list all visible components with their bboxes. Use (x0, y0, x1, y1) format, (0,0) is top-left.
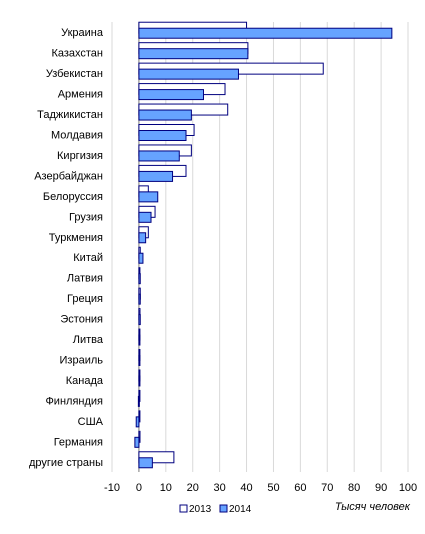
bar-2014 (138, 109, 192, 121)
x-tick-labels: -10 0 10 20 30 40 50 60 70 80 90 100 (104, 482, 417, 494)
category-label: Эстония (60, 314, 103, 326)
legend-swatch (179, 504, 188, 513)
category-label: Киргизия (57, 150, 103, 162)
bar-2014 (138, 457, 153, 469)
legend-label: 2014 (229, 504, 252, 515)
bar-2014 (138, 211, 152, 223)
bar-2014 (138, 273, 141, 285)
x-tick-label: 30 (214, 482, 226, 494)
x-tick-label: 20 (187, 482, 199, 494)
x-tick-label: 60 (294, 482, 306, 494)
x-tick-label: 10 (160, 482, 172, 494)
x-tick-label: 90 (375, 482, 387, 494)
x-tick-label: 70 (321, 482, 333, 494)
category-label: Молдавия (51, 130, 103, 142)
x-axis-label: Тысяч человек (335, 501, 411, 513)
bar-2014 (138, 334, 141, 346)
bar-2014 (138, 252, 144, 264)
bar-2014 (138, 89, 204, 101)
category-label: Грузия (69, 211, 103, 223)
category-label: Украина (61, 27, 104, 39)
category-label: Туркмения (49, 232, 103, 244)
category-label: Израиль (60, 355, 104, 367)
category-label: США (78, 416, 104, 428)
category-label: другие страны (29, 457, 103, 469)
legend: 2013 2014 (179, 504, 252, 515)
category-label: Белоруссия (43, 191, 103, 203)
bar-2014 (138, 355, 141, 366)
category-label: Казахстан (51, 48, 103, 60)
bar-2014 (138, 48, 249, 60)
category-label: Канада (66, 375, 104, 387)
bar-2014 (138, 232, 147, 244)
category-label: Таджикистан (37, 109, 103, 121)
bar-2014 (138, 375, 141, 387)
bar-2014 (138, 130, 187, 141)
category-label: Узбекистан (46, 68, 103, 80)
category-label: Латвия (67, 273, 103, 285)
legend-label: 2013 (189, 504, 212, 515)
bar-2014 (138, 314, 141, 326)
bar-2014 (138, 27, 393, 39)
category-label: Азербайджан (34, 170, 103, 182)
category-label: Китай (73, 252, 103, 264)
category-label: Армения (58, 89, 103, 101)
x-tick-label: 80 (348, 482, 360, 494)
bar-2014 (134, 436, 140, 448)
category-labels: Украина Казахстан Узбекистан Армения Таджики… (29, 27, 104, 469)
category-label: Литва (73, 334, 104, 346)
bar-2014 (138, 170, 174, 182)
bars (134, 21, 393, 469)
x-tick-label: 100 (399, 482, 417, 494)
bar-2014 (138, 150, 180, 162)
x-tick-label: 40 (240, 482, 252, 494)
category-label: Финляндия (45, 395, 103, 407)
x-tick-label: -10 (104, 482, 120, 494)
x-tick-label: 0 (136, 482, 142, 494)
bar-2014 (138, 191, 159, 203)
bar-2014 (137, 395, 140, 407)
legend-swatch (219, 504, 228, 513)
x-tick-label: 50 (267, 482, 279, 494)
bar-2014 (135, 416, 140, 428)
bar-2014 (138, 293, 141, 305)
bar-2014 (138, 68, 239, 80)
category-label: Германия (54, 436, 103, 448)
category-label: Греция (67, 293, 103, 305)
